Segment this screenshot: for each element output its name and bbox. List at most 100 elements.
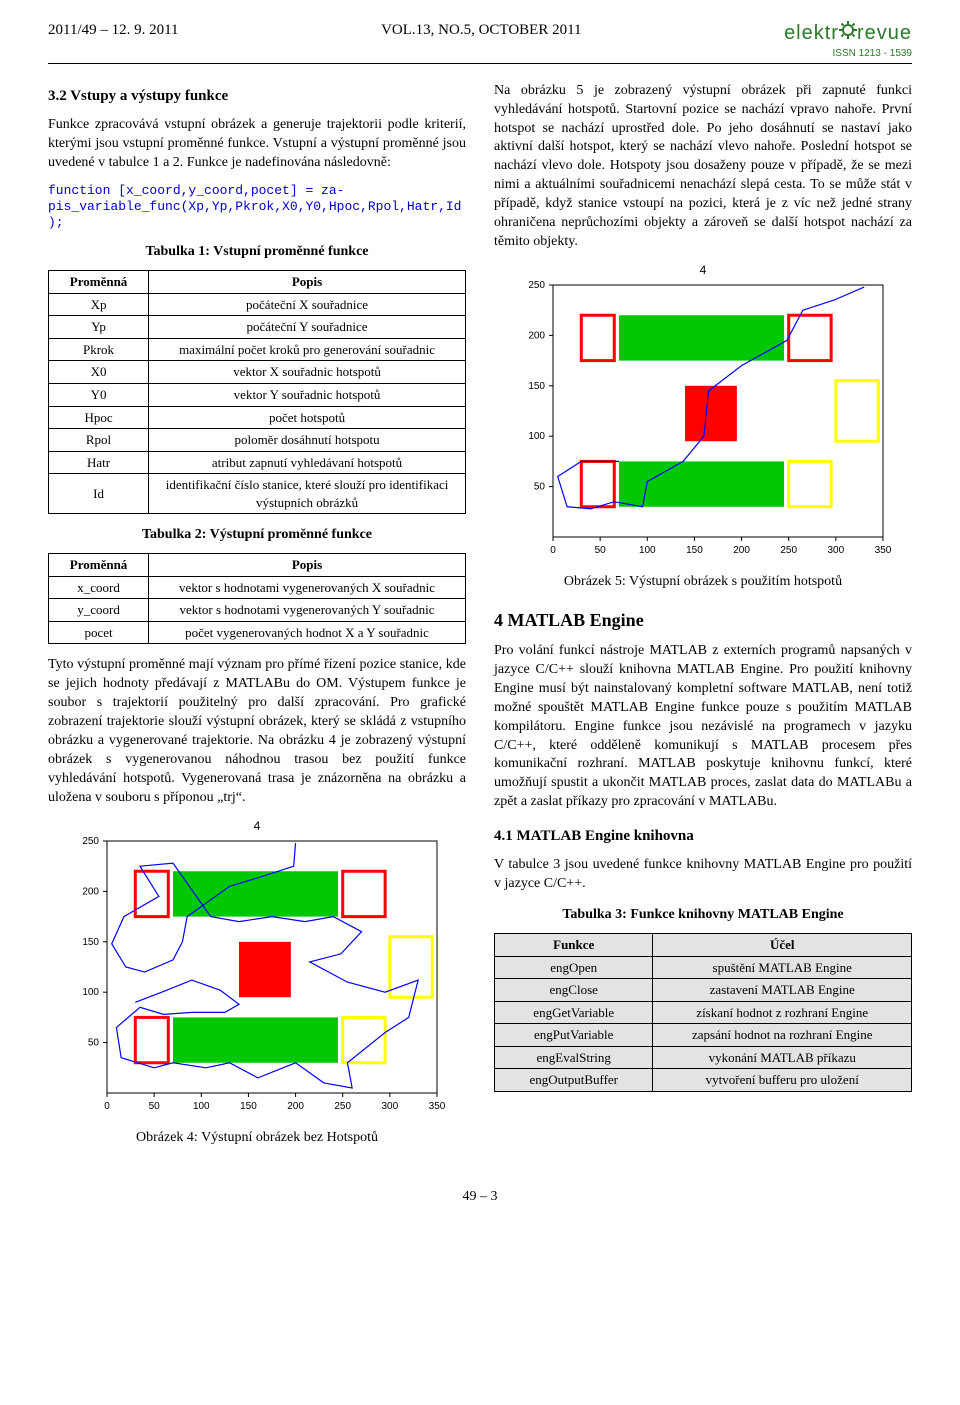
svg-text:250: 250 bbox=[780, 545, 797, 556]
svg-text:350: 350 bbox=[875, 545, 892, 556]
table-row: y_coordvektor s hodnotami vygenerovaných… bbox=[49, 599, 466, 622]
page-number: 49 – 3 bbox=[48, 1188, 912, 1207]
logo: elektrrevue bbox=[784, 20, 912, 47]
table-cell: engGetVariable bbox=[495, 1001, 653, 1024]
table-cell: vektor X souřadnic hotspotů bbox=[149, 361, 466, 384]
table-cell: Pkrok bbox=[49, 338, 149, 361]
table-row: engOpenspuštění MATLAB Engine bbox=[495, 956, 912, 979]
table-row: Ididentifikační číslo stanice, které slo… bbox=[49, 474, 466, 514]
figure-5: 4 05010015020025030035050100150200250 bbox=[513, 262, 893, 565]
svg-text:350: 350 bbox=[429, 1101, 446, 1112]
fig5-caption: Obrázek 5: Výstupní obrázek s použitím h… bbox=[494, 573, 912, 592]
table-cell: Hatr bbox=[49, 451, 149, 474]
table-cell: vykonání MATLAB příkazu bbox=[653, 1046, 912, 1069]
table-cell: atribut zapnutí vyhledávaní hotspotů bbox=[149, 451, 466, 474]
svg-text:250: 250 bbox=[82, 836, 99, 847]
section-4-para: Pro volání funkcí nástroje MATLAB z exte… bbox=[494, 642, 912, 812]
table-cell: Xp bbox=[49, 293, 149, 316]
table-cell: vektor s hodnotami vygenerovaných Y souř… bbox=[149, 599, 466, 622]
table3-caption: Tabulka 3: Funkce knihovny MATLAB Engine bbox=[494, 906, 912, 925]
table-cell: engOpen bbox=[495, 956, 653, 979]
chart5-svg: 05010015020025030035050100150200250 bbox=[513, 280, 893, 565]
table-cell: Hpoc bbox=[49, 406, 149, 429]
table-row: Y0vektor Y souřadnic hotspotů bbox=[49, 384, 466, 407]
table-cell: počet vygenerovaných hodnot X a Y souřad… bbox=[149, 621, 466, 644]
issn-label: ISSN 1213 - 1539 bbox=[784, 47, 912, 61]
header-issue: VOL.13, NO.5, OCTOBER 2011 bbox=[179, 20, 785, 40]
section-3-2-para: Funkce zpracovává vstupní obrázek a gene… bbox=[48, 116, 466, 173]
svg-text:200: 200 bbox=[287, 1101, 304, 1112]
table-header-row: Proměnná Popis bbox=[49, 271, 466, 294]
svg-text:50: 50 bbox=[149, 1101, 161, 1112]
table-cell: Rpol bbox=[49, 429, 149, 452]
svg-text:50: 50 bbox=[534, 482, 546, 493]
table-cell: engPutVariable bbox=[495, 1024, 653, 1047]
table-header-row: Proměnná Popis bbox=[49, 554, 466, 577]
right-column: Na obrázku 5 je zobrazený výstupní obráz… bbox=[494, 82, 912, 1164]
table-row: Hpocpočet hotspotů bbox=[49, 406, 466, 429]
chart4-title: 4 bbox=[67, 818, 447, 834]
table-cell: Yp bbox=[49, 316, 149, 339]
table-cell: zapsání hodnot na rozhraní Engine bbox=[653, 1024, 912, 1047]
svg-text:100: 100 bbox=[193, 1101, 210, 1112]
table-cell: pocet bbox=[49, 621, 149, 644]
table-cell: poloměr dosáhnutí hotspotu bbox=[149, 429, 466, 452]
svg-text:50: 50 bbox=[595, 545, 607, 556]
table-row: Hatratribut zapnutí vyhledávaní hotspotů bbox=[49, 451, 466, 474]
table-header-cell: Účel bbox=[653, 934, 912, 957]
table-header-cell: Proměnná bbox=[49, 271, 149, 294]
left-bottom-para: Tyto výstupní proměnné mají význam pro p… bbox=[48, 656, 466, 807]
svg-text:150: 150 bbox=[82, 936, 99, 947]
table-header-cell: Popis bbox=[149, 554, 466, 577]
table-cell: engClose bbox=[495, 979, 653, 1002]
section-4-heading: 4 MATLAB Engine bbox=[494, 608, 912, 632]
table-cell: Y0 bbox=[49, 384, 149, 407]
table-row: Yppočáteční Y souřadnice bbox=[49, 316, 466, 339]
table-cell: zastavení MATLAB Engine bbox=[653, 979, 912, 1002]
svg-text:0: 0 bbox=[104, 1101, 110, 1112]
left-column: 3.2 Vstupy a výstupy funkce Funkce zprac… bbox=[48, 82, 466, 1164]
table1: Proměnná Popis Xppočáteční X souřadniceY… bbox=[48, 270, 466, 514]
table-row: engGetVariablezískaní hodnot z rozhraní … bbox=[495, 1001, 912, 1024]
table-cell: vektor Y souřadnic hotspotů bbox=[149, 384, 466, 407]
svg-text:50: 50 bbox=[88, 1037, 100, 1048]
section-4-1-heading: 4.1 MATLAB Engine knihovna bbox=[494, 826, 912, 846]
table-header-cell: Proměnná bbox=[49, 554, 149, 577]
table-cell: maximální počet kroků pro generování sou… bbox=[149, 338, 466, 361]
table-row: Pkrokmaximální počet kroků pro generován… bbox=[49, 338, 466, 361]
right-top-para: Na obrázku 5 je zobrazený výstupní obráz… bbox=[494, 82, 912, 252]
table-row: pocetpočet vygenerovaných hodnot X a Y s… bbox=[49, 621, 466, 644]
page-header: 2011/49 – 12. 9. 2011 VOL.13, NO.5, OCTO… bbox=[48, 20, 912, 64]
svg-text:300: 300 bbox=[382, 1101, 399, 1112]
svg-text:100: 100 bbox=[639, 545, 656, 556]
table3: Funkce Účel engOpenspuštění MATLAB Engin… bbox=[494, 933, 912, 1092]
svg-text:100: 100 bbox=[82, 987, 99, 998]
table-row: Xppočáteční X souřadnice bbox=[49, 293, 466, 316]
table-row: engOutputBuffervytvoření bufferu pro ulo… bbox=[495, 1069, 912, 1092]
table-cell: y_coord bbox=[49, 599, 149, 622]
fig4-caption: Obrázek 4: Výstupní obrázek bez Hotspotů bbox=[48, 1129, 466, 1148]
table-cell: získaní hodnot z rozhraní Engine bbox=[653, 1001, 912, 1024]
table-row: engClosezastavení MATLAB Engine bbox=[495, 979, 912, 1002]
svg-text:0: 0 bbox=[550, 545, 556, 556]
body-columns: 3.2 Vstupy a výstupy funkce Funkce zprac… bbox=[48, 82, 912, 1164]
table-cell: vytvoření bufferu pro uložení bbox=[653, 1069, 912, 1092]
table-cell: identifikační číslo stanice, které slouž… bbox=[149, 474, 466, 514]
table-cell: počáteční X souřadnice bbox=[149, 293, 466, 316]
table2-caption: Tabulka 2: Výstupní proměnné funkce bbox=[48, 526, 466, 545]
svg-text:200: 200 bbox=[733, 545, 750, 556]
table-cell: spuštění MATLAB Engine bbox=[653, 956, 912, 979]
svg-text:200: 200 bbox=[82, 886, 99, 897]
section-3-2-heading: 3.2 Vstupy a výstupy funkce bbox=[48, 86, 466, 106]
table-row: X0vektor X souřadnic hotspotů bbox=[49, 361, 466, 384]
table-cell: engEvalString bbox=[495, 1046, 653, 1069]
table1-caption: Tabulka 1: Vstupní proměnné funkce bbox=[48, 243, 466, 262]
svg-text:150: 150 bbox=[240, 1101, 257, 1112]
chart4-svg: 05010015020025030035050100150200250 bbox=[67, 836, 447, 1121]
code-block: function [x_coord,y_coord,pocet] = za-pi… bbox=[48, 183, 466, 232]
table-cell: vektor s hodnotami vygenerovaných X souř… bbox=[149, 576, 466, 599]
gear-icon bbox=[839, 20, 857, 47]
section-4-1-para: V tabulce 3 jsou uvedené funkce knihovny… bbox=[494, 856, 912, 894]
svg-text:250: 250 bbox=[528, 280, 545, 291]
figure-4: 4 05010015020025030035050100150200250 bbox=[67, 818, 447, 1121]
